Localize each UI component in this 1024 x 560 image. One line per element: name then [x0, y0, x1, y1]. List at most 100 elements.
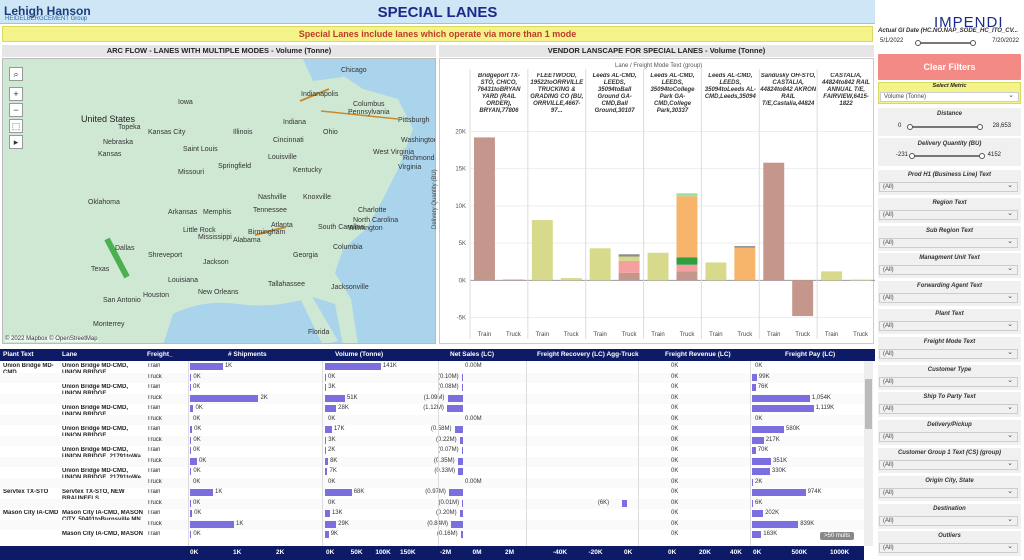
metric-value: 6K [755, 500, 763, 506]
map-label: Nashville [258, 194, 287, 201]
bar-segment[interactable] [618, 254, 640, 257]
filter-dropdown[interactable]: (All) [879, 264, 1018, 276]
metric-value: 0K [328, 500, 336, 506]
filter-dropdown[interactable]: (All) [879, 542, 1018, 554]
bar-segment[interactable] [560, 278, 582, 281]
table-row[interactable]: Union Bridge MD-CMD, UNION BRIDGE, 21791… [0, 404, 864, 425]
map-view[interactable]: ⌕ + − ⬚ ▸ Chicago Indianapolis Columbus Pit… [2, 58, 436, 344]
dq-knob-right[interactable] [979, 153, 985, 159]
table-row[interactable]: Mason City IA-CMD, MASON Train 0K 9K (0.16M)… [0, 530, 864, 540]
more-rows-badge[interactable]: >50 mults [820, 532, 855, 540]
bar-segment[interactable] [647, 252, 669, 281]
metric-bar [752, 521, 799, 528]
filter-dropdown[interactable]: (All) [879, 320, 1018, 331]
table-row[interactable]: Union Bridge MD-CMD, UNION BRIDGE, 21791… [0, 383, 864, 404]
col-header-plant[interactable]: Plant Text [3, 351, 34, 358]
col-header-freight[interactable]: Freight_ [147, 351, 173, 358]
dq-slider[interactable] [909, 153, 985, 159]
date-range-slider[interactable]: 5/1/2022 7/20/2022 [878, 37, 1021, 51]
table-row[interactable]: Truck 0K 0K 0.00M 0K 0K [0, 415, 864, 425]
map-select-icon[interactable]: ⬚ [9, 119, 23, 133]
filter-dropdown[interactable]: (All) [879, 181, 1018, 192]
table-row[interactable]: Union Bridge MD-CMD, UNION BRIDGE, 21791… [0, 446, 864, 460]
table-row[interactable]: Truck 0K 0K 0.00M 0K 2K [0, 478, 864, 488]
filter-dropdown[interactable]: (All) [879, 292, 1018, 304]
filter-dropdown[interactable]: (All) [879, 348, 1018, 359]
col-header-lane[interactable]: Lane [62, 351, 78, 358]
filter-dropdown[interactable]: (All) [879, 237, 1018, 248]
bar-segment[interactable] [474, 137, 495, 281]
bar-segment[interactable] [734, 246, 756, 248]
bar-segment[interactable] [676, 257, 698, 265]
col-header-freight-pay[interactable]: Freight Pay (LC) [785, 351, 836, 358]
metric-value: 217K [765, 437, 780, 443]
col-header-shipments[interactable]: # Shipments [228, 351, 267, 358]
metric-value: 0K [193, 447, 201, 453]
bar-segment[interactable] [676, 196, 698, 258]
bar-segment[interactable] [676, 264, 698, 272]
zoom-out-button[interactable]: − [9, 103, 23, 117]
bar-segment[interactable] [792, 280, 814, 317]
filter-dropdown[interactable]: (All) [879, 459, 1018, 470]
metric-bar [325, 468, 328, 475]
bar-segment[interactable] [618, 272, 640, 281]
metric-dropdown[interactable]: Volume (Tonne) [880, 91, 1019, 102]
col-header-volume[interactable]: Volume (Tonne) [335, 351, 384, 358]
metric-value: 2K [755, 479, 763, 485]
table-scrollbar[interactable] [864, 361, 873, 546]
distance-knob-left[interactable] [907, 124, 913, 130]
metric-value: 0K [193, 384, 201, 390]
table-row[interactable]: Mason City IA-CMD Mason City IA-CMD, MASO… [0, 509, 864, 523]
distance-slider[interactable] [907, 124, 983, 130]
filter-dropdown[interactable]: (All) [879, 515, 1018, 526]
bar-segment[interactable] [618, 260, 640, 273]
table-row[interactable]: Union Bridge MD-CMD, UNION BRIDGE, 21791… [0, 425, 864, 446]
bar-segment[interactable] [850, 279, 871, 281]
date-slider-knob-right[interactable] [970, 40, 976, 46]
filter-dropdown[interactable]: (All) [879, 403, 1018, 415]
metric-value: 3K [328, 437, 336, 443]
bar-segment[interactable] [502, 279, 524, 281]
col-header-freight-revenue[interactable]: Freight Revenue (LC) [665, 351, 731, 358]
table-row[interactable]: Truck 1K 29K (0.84M) 0K 839K [0, 520, 864, 530]
x-tick-label: Train [825, 332, 838, 338]
map-play-icon[interactable]: ▸ [9, 135, 23, 149]
filter-dropdown[interactable]: (All) [879, 376, 1018, 387]
metric-bar [752, 500, 753, 507]
filter-dropdown[interactable]: (All) [879, 431, 1018, 443]
zoom-in-button[interactable]: + [9, 87, 23, 101]
table-row[interactable]: Truck 0K 8K (0.35M) 0K 351K [0, 457, 864, 467]
bar-segment[interactable] [705, 262, 727, 281]
bar-segment[interactable] [763, 162, 785, 281]
date-slider-knob-left[interactable] [915, 40, 921, 46]
bar-segment[interactable] [531, 220, 553, 281]
bar-segment[interactable] [821, 271, 843, 281]
bar-segment[interactable] [589, 248, 611, 281]
distance-knob-right[interactable] [977, 124, 983, 130]
table-row[interactable]: Truck 0K 3K (0.22M) 0K 217K [0, 436, 864, 446]
filter-dropdown[interactable]: (All) [879, 209, 1018, 220]
filter-dropdown[interactable]: (All) [879, 487, 1018, 498]
table-row[interactable]: Truck 2K 51K (1.09M) 0K 1,054K [0, 394, 864, 404]
clear-filters-button[interactable]: Clear Filters [878, 54, 1021, 80]
metric-bar [325, 437, 327, 444]
date-slider-track[interactable] [915, 40, 976, 46]
map-label: Chicago [341, 67, 367, 74]
bar-segment[interactable] [618, 256, 640, 261]
bar-segment[interactable] [734, 247, 756, 281]
col-header-freight-recovery[interactable]: Freight Recovery (LC) Agg-Truck [537, 351, 639, 358]
bar-segment[interactable] [676, 193, 698, 197]
freight-mode-cell: Truck [147, 500, 162, 506]
dq-knob-left[interactable] [909, 153, 915, 159]
col-header-net-sales[interactable]: Net Sales (LC) [450, 351, 495, 358]
metric-value: 76K [757, 384, 769, 390]
map-search-icon[interactable]: ⌕ [9, 67, 23, 81]
table-row[interactable]: Truck 0K 0K (0.10M) 0K 99K [0, 373, 864, 383]
bar-segment[interactable] [676, 271, 698, 281]
metric-value: 0K [671, 468, 679, 474]
table-row[interactable]: Union Bridge MD-CMDUnion Bridge MD-CMD, … [0, 362, 864, 383]
table-row[interactable]: Truck 0K 0K (0.01M) (6K) 0K 6K [0, 499, 864, 509]
metric-bar [459, 510, 463, 517]
table-row[interactable]: Union Bridge MD-CMD, UNION BRIDGE, 21791… [0, 467, 864, 481]
